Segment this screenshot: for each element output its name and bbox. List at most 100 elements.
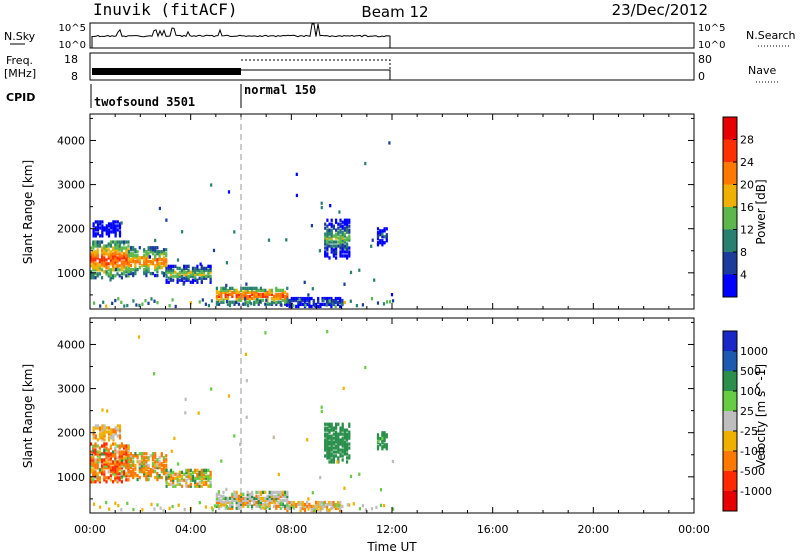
range-cell <box>346 248 349 252</box>
range-cell <box>242 496 245 500</box>
range-cell <box>145 462 148 466</box>
range-cell <box>90 478 93 482</box>
range-cell <box>383 229 386 233</box>
range-cell <box>335 434 338 438</box>
range-cell <box>112 252 115 256</box>
range-cell <box>109 244 112 248</box>
range-cell <box>154 238 157 243</box>
range-cell <box>319 475 322 480</box>
range-cell <box>339 300 342 305</box>
range-cell <box>153 372 156 376</box>
range-cell <box>268 496 271 500</box>
range-cell <box>101 428 104 432</box>
range-cell <box>160 250 163 254</box>
range-cell <box>257 504 260 508</box>
range-cell <box>109 242 112 246</box>
range-cell <box>379 239 382 243</box>
range-cell <box>268 288 271 292</box>
range-cell <box>225 283 228 288</box>
range-cell <box>125 466 128 470</box>
range-cell <box>255 286 258 290</box>
range-cell <box>255 494 258 498</box>
range-cell <box>321 504 324 509</box>
range-cell <box>262 502 265 506</box>
range-cell <box>156 273 159 278</box>
range-cell <box>244 292 247 296</box>
range-cell <box>99 436 102 440</box>
range-cell <box>140 464 144 468</box>
range-cell <box>231 502 234 506</box>
range-cell <box>266 502 269 506</box>
range-cell <box>246 492 249 496</box>
range-cell <box>364 365 367 370</box>
range-cell <box>210 387 213 391</box>
range-cell <box>98 450 101 454</box>
range-cell <box>107 454 110 458</box>
range-cell <box>187 268 190 272</box>
range-cell <box>105 264 108 268</box>
range-cell <box>140 456 144 460</box>
range-cell <box>259 500 262 504</box>
range-cell <box>281 294 284 298</box>
range-cell <box>242 504 245 508</box>
range-cell <box>99 304 102 308</box>
range-cell <box>127 462 130 466</box>
range-cell <box>383 437 386 441</box>
range-cell <box>132 258 135 262</box>
range-cell <box>218 302 221 306</box>
range-cell <box>145 250 148 254</box>
range-cell <box>314 500 318 505</box>
range-cell <box>127 458 130 462</box>
range-cell <box>151 262 155 266</box>
range-cell <box>244 297 247 301</box>
range-cell <box>346 224 349 228</box>
range-cell <box>105 272 108 276</box>
range-cell <box>136 260 139 264</box>
range-cell <box>162 472 166 476</box>
range-cell <box>185 266 188 270</box>
range-cell <box>339 224 342 228</box>
range-cell <box>348 446 351 450</box>
range-cell <box>346 448 349 452</box>
range-cell <box>245 282 248 286</box>
range-cell <box>143 462 146 466</box>
colorbar-swatch <box>723 139 737 162</box>
range-cell <box>346 432 349 436</box>
range-cell <box>101 464 104 468</box>
range-cell <box>343 430 346 434</box>
range-cell <box>335 248 338 252</box>
range-cell <box>123 470 126 474</box>
range-cell <box>332 446 335 450</box>
range-cell <box>273 296 276 300</box>
range-cell <box>218 500 221 504</box>
range-cell <box>114 430 117 434</box>
range-cell <box>339 442 342 446</box>
range-cell <box>118 274 121 278</box>
range-cell <box>364 161 367 166</box>
range-cell <box>169 276 173 280</box>
range-cell <box>317 296 320 301</box>
range-cell <box>123 444 126 448</box>
range-cell <box>162 508 165 512</box>
range-cell <box>118 248 121 252</box>
x-tick-label: 00:00 <box>678 523 710 536</box>
range-cell <box>143 460 146 464</box>
range-cell <box>343 234 346 238</box>
range-cell <box>138 258 141 262</box>
range-cell <box>220 290 223 294</box>
range-cell <box>127 244 130 248</box>
range-cell <box>348 436 351 440</box>
range-cell <box>381 243 384 247</box>
range-cell <box>94 426 97 430</box>
range-cell <box>290 500 293 505</box>
range-cell <box>337 230 340 234</box>
range-cell <box>281 490 284 494</box>
range-cell <box>156 264 159 268</box>
range-cell <box>169 278 173 282</box>
range-cell <box>112 262 115 266</box>
range-cell <box>118 258 121 262</box>
range-cell <box>297 502 300 507</box>
range-cell <box>165 268 168 272</box>
range-cell <box>194 480 197 484</box>
range-cell <box>235 298 238 302</box>
